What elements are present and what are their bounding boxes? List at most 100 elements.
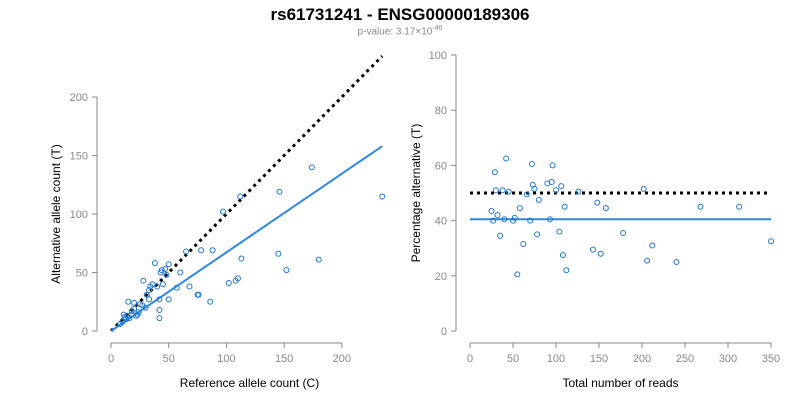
fit-line [110,145,383,332]
data-point [275,250,282,257]
y-tick-label: 200 [70,92,88,104]
data-point [315,256,322,263]
data-point [546,216,553,223]
data-point [697,203,704,210]
data-point [149,281,156,288]
data-point [505,188,512,195]
data-point [528,161,535,168]
data-point [276,188,283,195]
data-point [158,267,165,274]
x-axis-right: 0 50 100 150 200 250 300 350 [467,342,780,365]
x-tick-label: 0 [467,353,473,365]
x-tick-label: 150 [275,353,293,365]
data-point [527,217,534,224]
data-point [594,199,601,206]
y-tick-label: 0 [441,326,447,338]
data-point [225,280,232,287]
data-point [195,291,202,298]
data-point [165,261,172,268]
data-point [156,306,163,313]
data-point [644,257,651,264]
pvalue-label: p-value: 3.17×10 [357,26,433,38]
data-point [198,247,205,254]
data-point [620,230,627,237]
pvalue-exponent: -46 [432,25,443,32]
y-axis-right: 0 20 40 60 80 100 [429,50,457,338]
data-point [535,196,542,203]
data-point [503,155,510,162]
data-point [146,296,153,303]
data-point [173,284,180,291]
data-point [548,178,555,185]
data-point [575,188,582,195]
x-axis-label: Total number of reads [562,376,678,390]
data-point [125,298,132,305]
x-tick-label: 250 [676,353,694,365]
data-point [219,208,226,215]
data-point [131,299,138,306]
data-point [589,246,596,253]
y-axis-label: Alternative allele count (T) [49,144,63,283]
data-point [207,298,214,305]
plot-right: 0 50 100 150 200 250 300 350 0 20 40 60 80 100 Total n… [409,50,780,390]
data-point [123,316,130,323]
x-tick-label: 100 [547,353,565,365]
data-point [142,304,149,311]
y-tick-label: 80 [435,105,447,117]
data-point [238,255,245,262]
data-point [640,185,647,192]
points-right [488,155,774,278]
data-point [501,216,508,223]
data-point [283,267,290,274]
reference-line [109,54,384,333]
data-point [559,252,566,259]
y-tick-label: 100 [429,50,447,62]
x-tick-label: 200 [333,353,351,365]
data-point [523,191,530,198]
x-tick-label: 300 [719,353,737,365]
data-point [488,207,495,214]
data-point [186,283,193,290]
data-point [494,212,501,219]
data-point [556,228,563,235]
data-point [131,305,138,312]
data-point [209,247,216,254]
x-tick-label: 50 [163,353,175,365]
data-point [516,205,523,212]
data-point [162,265,169,272]
y-axis-label: Percentage alternative (T) [409,124,423,263]
data-point [673,259,680,265]
data-point [237,193,244,200]
data-point [159,281,166,288]
chart-subtitle: p-value: 3.17×10-46 [0,25,800,37]
data-point [511,214,518,221]
x-tick-label: 50 [507,353,519,365]
data-point [143,291,150,298]
data-point [520,241,527,248]
x-tick-label: 150 [590,353,608,365]
data-point [534,231,541,238]
data-point [514,271,521,278]
x-axis-label: Reference allele count (C) [180,376,319,390]
data-point [490,217,497,224]
data-point [135,309,142,316]
y-tick-label: 20 [435,271,447,283]
data-point [649,242,656,249]
data-point [768,238,774,245]
y-tick-label: 100 [70,209,88,221]
data-point [553,187,559,194]
y-tick-label: 0 [82,326,88,338]
data-point [177,269,184,276]
data-point [156,315,163,322]
data-point [140,277,147,284]
y-tick-label: 60 [435,160,447,172]
data-point [597,250,604,257]
y-tick-label: 40 [435,216,447,228]
data-point [379,193,386,200]
data-point [154,283,161,290]
data-point [499,187,506,194]
data-point [183,248,190,255]
data-point [497,232,504,239]
